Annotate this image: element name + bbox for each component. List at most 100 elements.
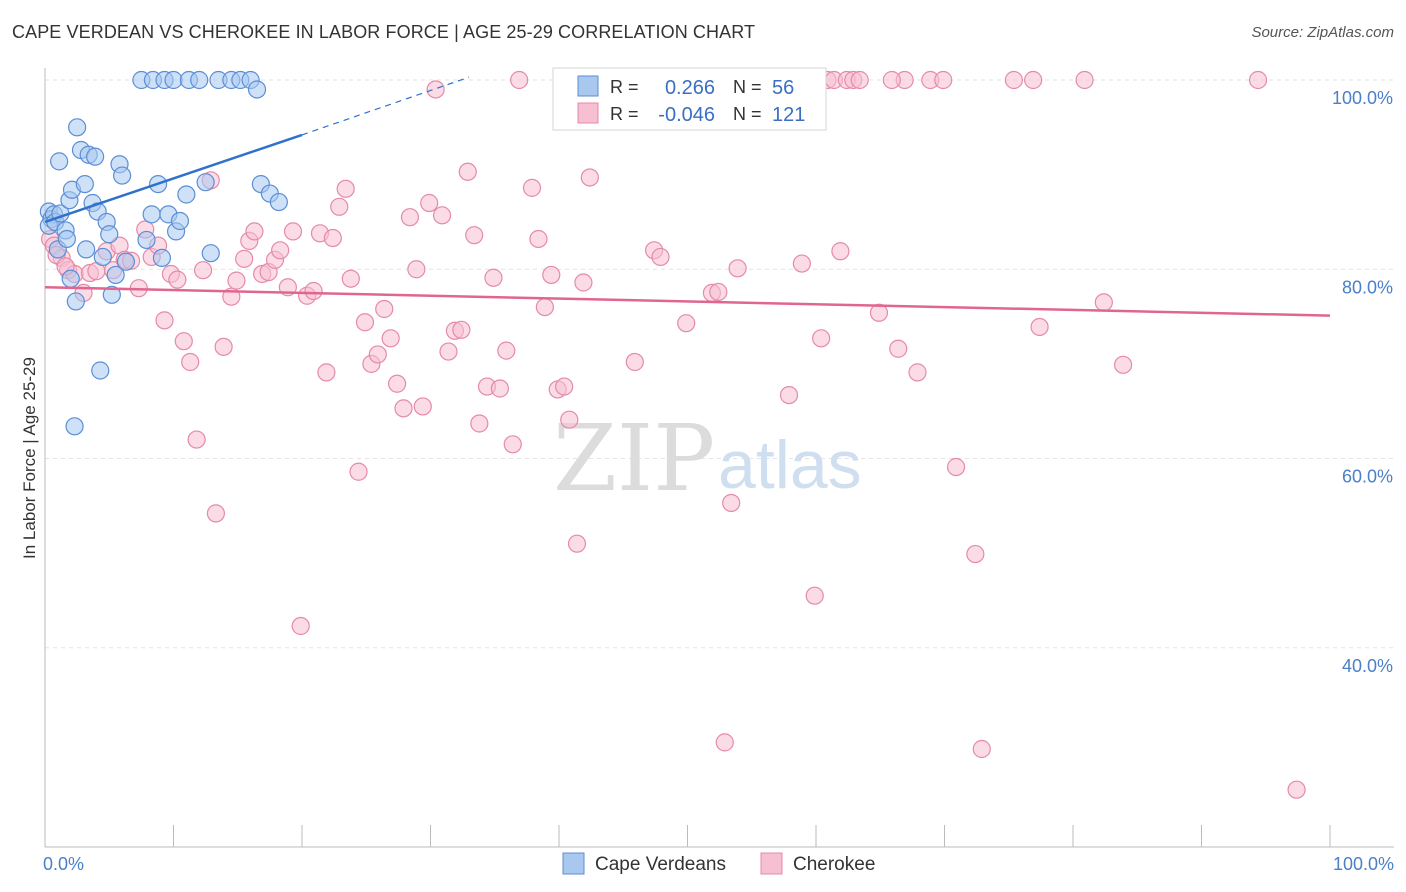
cherokee-point xyxy=(934,70,953,90)
y-tick-label: 80.0% xyxy=(1342,277,1393,297)
cherokee-point xyxy=(155,311,174,330)
cherokee-point xyxy=(317,363,336,382)
cape-verdean-point xyxy=(91,361,110,380)
cape-verdean-point xyxy=(66,292,85,311)
y-tick-label: 100.0% xyxy=(1332,88,1393,108)
cherokee-point xyxy=(291,616,310,636)
bottom-legend-swatch-blue xyxy=(562,852,585,875)
cherokee-point xyxy=(510,70,529,90)
bottom-legend-swatch-pink xyxy=(760,852,783,875)
cape-verdean-point xyxy=(269,192,288,212)
legend-n-value-pink: 121 xyxy=(772,104,805,126)
cherokee-point xyxy=(394,399,413,418)
cape-verdean-point xyxy=(50,152,69,171)
cherokee-point xyxy=(1094,293,1113,312)
cape-verdean-point xyxy=(247,80,267,99)
cherokee-point xyxy=(470,414,489,433)
cherokee-point xyxy=(580,168,599,187)
cherokee-point xyxy=(555,377,574,396)
cherokee-point xyxy=(651,247,670,267)
cape-verdean-point xyxy=(102,285,121,304)
cape-verdean-point xyxy=(75,174,94,194)
legend-r-value-pink: -0.046 xyxy=(658,104,715,126)
cherokee-point xyxy=(1114,355,1133,374)
cherokee-point xyxy=(174,332,193,351)
legend-n-value-blue: 56 xyxy=(772,77,794,99)
cape-verdean-point xyxy=(177,185,196,204)
cherokee-point xyxy=(349,462,368,481)
cherokee-point xyxy=(465,226,484,245)
legend-r-label-pink: R = xyxy=(610,104,639,124)
cherokee-point xyxy=(497,341,516,360)
cherokee-point xyxy=(330,197,349,216)
cherokee-point xyxy=(812,329,831,348)
cherokee-point xyxy=(831,242,850,261)
cherokee-point xyxy=(355,313,375,332)
cherokee-point xyxy=(206,504,226,523)
cape-verdean-point xyxy=(196,173,215,192)
cherokee-point xyxy=(193,261,213,280)
legend-r-label-blue: R = xyxy=(610,77,639,97)
legend-swatch-pink xyxy=(577,102,599,124)
cherokee-point xyxy=(439,342,458,361)
cherokee-point xyxy=(227,271,246,290)
chart-title: CAPE VERDEAN VS CHEROKEE IN LABOR FORCE … xyxy=(12,22,756,42)
cherokee-point xyxy=(709,282,728,302)
bottom-legend-label-blue: Cape Verdeans xyxy=(595,854,726,875)
y-axis-title: In Labor Force | Age 25-29 xyxy=(20,357,39,559)
cherokee-point xyxy=(535,298,554,317)
cherokee-point xyxy=(420,193,439,213)
grid-lines xyxy=(45,79,1394,649)
cape-verdean-point xyxy=(190,70,209,90)
cape-verdean-point xyxy=(142,205,161,224)
axes xyxy=(44,68,1394,848)
cherokee-point xyxy=(946,457,966,477)
legend-n-label-pink: N = xyxy=(733,104,762,124)
cherokee-point xyxy=(245,222,264,241)
cherokee-point xyxy=(1075,70,1094,90)
cape-verdean-point xyxy=(68,118,87,137)
cape-verdean-point xyxy=(112,166,132,185)
x-tick-label-min: 0.0% xyxy=(43,854,84,874)
cape-verdean-point xyxy=(152,248,172,267)
cherokee-point xyxy=(458,162,477,181)
cherokee-point xyxy=(625,352,644,372)
cape-verdean-point xyxy=(86,147,105,166)
cherokee-point xyxy=(407,260,426,279)
cherokee-point xyxy=(336,179,355,198)
cape-verdean-point xyxy=(201,244,220,263)
y-tick-labels: 100.0% 80.0% 60.0% 40.0% xyxy=(1332,88,1393,676)
cherokee-point xyxy=(283,222,303,241)
cherokee-point xyxy=(214,337,233,356)
y-tick-label: 40.0% xyxy=(1342,656,1393,676)
legend-swatch-blue xyxy=(577,75,599,97)
cherokee-point xyxy=(529,229,548,249)
cherokee-point xyxy=(966,544,985,564)
cape-verdean-point xyxy=(100,225,119,244)
cherokee-point xyxy=(375,299,394,319)
cherokee-point xyxy=(728,259,747,278)
cherokee-point xyxy=(490,379,509,398)
cape-verdean-point xyxy=(116,252,136,271)
cherokee-point xyxy=(908,363,927,382)
cherokee-trend-line xyxy=(44,285,1331,317)
watermark: ZIP atlas xyxy=(553,405,862,512)
cherokee-point xyxy=(889,339,908,358)
series-legend: Cape Verdeans Cherokee xyxy=(562,852,875,875)
cherokee-point xyxy=(1030,317,1049,337)
cape-verdean-point xyxy=(93,247,112,267)
cherokee-point xyxy=(426,80,445,99)
cherokee-point xyxy=(850,70,869,90)
cherokee-point xyxy=(574,273,593,292)
cherokee-point xyxy=(882,70,901,90)
cherokee-point xyxy=(271,241,290,260)
cherokee-point xyxy=(715,733,734,752)
cape-verdean-point xyxy=(170,211,190,231)
cape-verdean-point xyxy=(106,265,125,285)
cherokee-point xyxy=(1004,70,1023,90)
cherokee-point xyxy=(387,374,407,393)
y-tick-label: 60.0% xyxy=(1342,467,1393,487)
cherokee-point xyxy=(542,265,561,285)
cherokee-point xyxy=(235,249,254,268)
